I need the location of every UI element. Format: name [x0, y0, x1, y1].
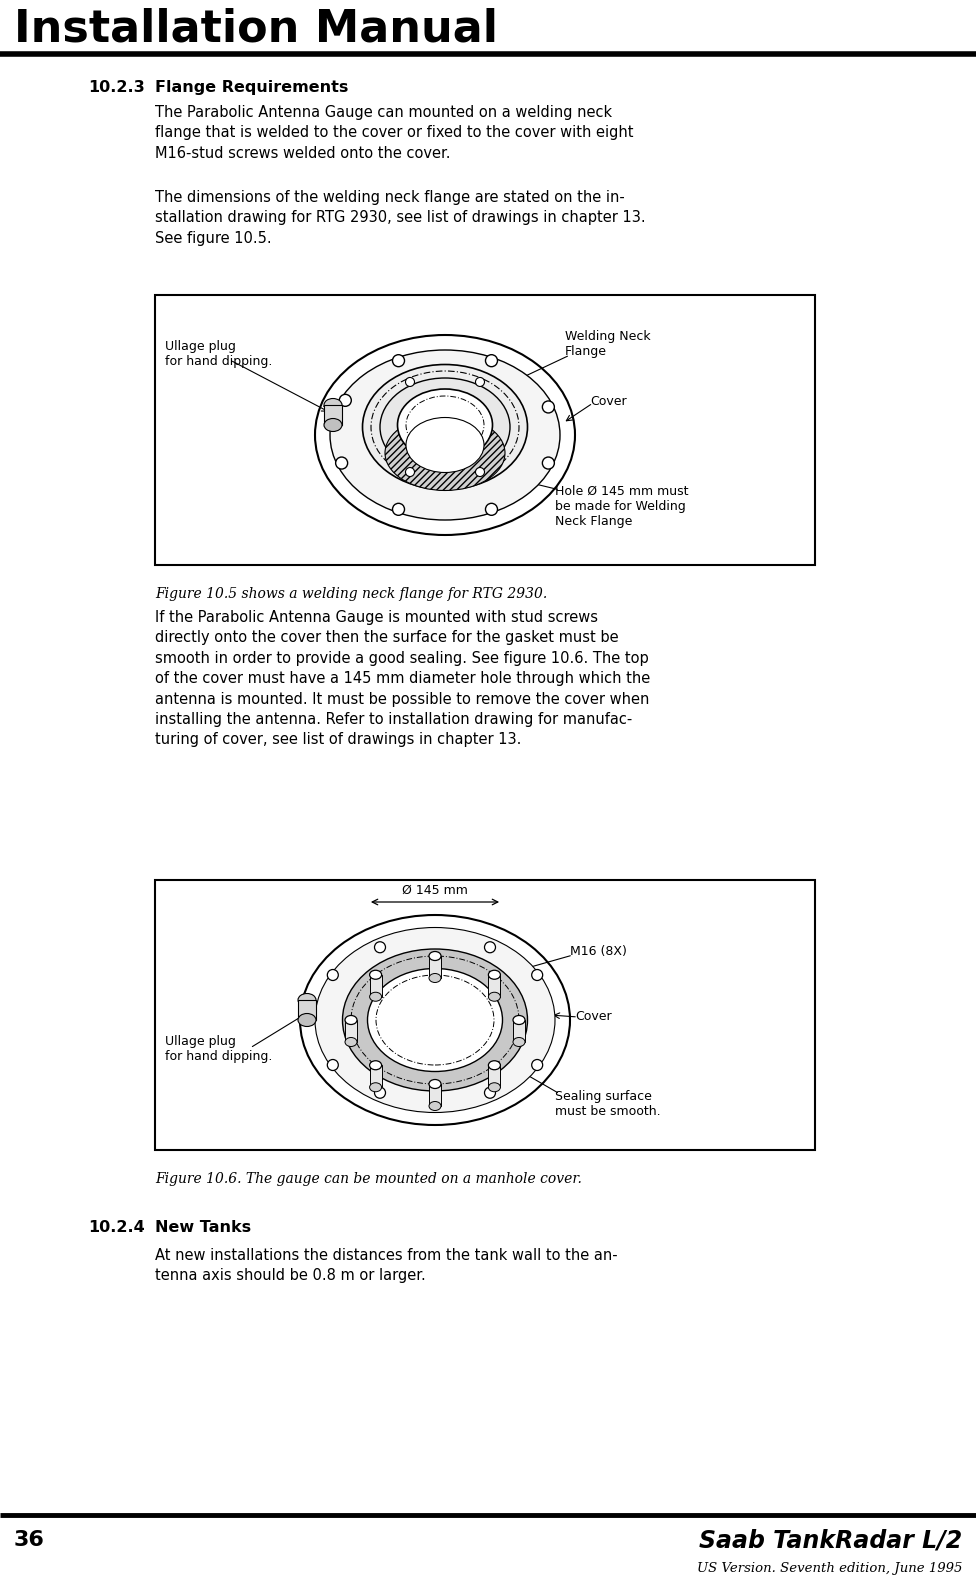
- Text: The dimensions of the welding neck flange are stated on the in-
stallation drawi: The dimensions of the welding neck flang…: [155, 189, 646, 245]
- Bar: [155, 880, 815, 1149]
- Ellipse shape: [345, 1016, 357, 1025]
- Circle shape: [327, 970, 339, 981]
- Text: 10.2.4: 10.2.4: [88, 1219, 144, 1235]
- Bar: [324, 404, 342, 425]
- Ellipse shape: [513, 1016, 525, 1025]
- Circle shape: [484, 1087, 496, 1098]
- Bar: [155, 295, 815, 565]
- Ellipse shape: [343, 949, 527, 1091]
- Circle shape: [392, 355, 404, 366]
- Ellipse shape: [370, 992, 382, 1001]
- Bar: [488, 1065, 501, 1087]
- Ellipse shape: [370, 1083, 382, 1092]
- Circle shape: [484, 942, 496, 952]
- Ellipse shape: [513, 1038, 525, 1046]
- Text: Sealing surface
must be smooth.: Sealing surface must be smooth.: [555, 1091, 661, 1118]
- Ellipse shape: [488, 992, 501, 1001]
- Bar: [345, 1020, 357, 1043]
- Text: 36: 36: [14, 1530, 45, 1551]
- Ellipse shape: [368, 968, 503, 1071]
- Text: Figure 10.5 shows a welding neck flange for RTG 2930.: Figure 10.5 shows a welding neck flange …: [155, 587, 548, 602]
- Text: Cover: Cover: [590, 395, 627, 408]
- Ellipse shape: [315, 928, 555, 1113]
- Circle shape: [475, 377, 484, 387]
- Text: Hole Ø 145 mm must
be made for Welding
Neck Flange: Hole Ø 145 mm must be made for Welding N…: [555, 486, 688, 529]
- Text: New Tanks: New Tanks: [155, 1219, 251, 1235]
- Ellipse shape: [429, 1102, 441, 1111]
- Circle shape: [532, 970, 543, 981]
- Circle shape: [485, 355, 498, 366]
- Text: At new installations the distances from the tank wall to the an-
tenna axis shou: At new installations the distances from …: [155, 1248, 618, 1283]
- Ellipse shape: [324, 419, 342, 431]
- Circle shape: [392, 503, 404, 516]
- Ellipse shape: [406, 417, 484, 473]
- Ellipse shape: [380, 377, 510, 476]
- Bar: [513, 1020, 525, 1043]
- Ellipse shape: [315, 334, 575, 535]
- Circle shape: [336, 457, 347, 470]
- Bar: [488, 974, 501, 997]
- Bar: [370, 974, 382, 997]
- Text: Figure 10.6. The gauge can be mounted on a manhole cover.: Figure 10.6. The gauge can be mounted on…: [155, 1172, 582, 1186]
- Ellipse shape: [330, 350, 560, 521]
- Ellipse shape: [429, 973, 441, 982]
- Ellipse shape: [324, 398, 342, 411]
- Ellipse shape: [370, 970, 382, 979]
- Text: M16 (8X): M16 (8X): [570, 946, 627, 958]
- Text: Ullage plug
for hand dipping.: Ullage plug for hand dipping.: [165, 341, 272, 368]
- Circle shape: [375, 942, 386, 952]
- Circle shape: [543, 401, 554, 412]
- Circle shape: [485, 503, 498, 516]
- Ellipse shape: [488, 1060, 501, 1070]
- Bar: [429, 1084, 441, 1106]
- Ellipse shape: [488, 970, 501, 979]
- Text: Ullage plug
for hand dipping.: Ullage plug for hand dipping.: [165, 1035, 272, 1063]
- Bar: [370, 1065, 382, 1087]
- Circle shape: [532, 1060, 543, 1070]
- Circle shape: [375, 1087, 386, 1098]
- Ellipse shape: [298, 1014, 316, 1027]
- Bar: [298, 1000, 316, 1020]
- Text: Cover: Cover: [575, 1009, 612, 1024]
- Ellipse shape: [385, 416, 505, 490]
- Text: Ø 145 mm: Ø 145 mm: [402, 884, 468, 896]
- Circle shape: [543, 457, 554, 470]
- Circle shape: [340, 395, 351, 406]
- Text: 10.2.3: 10.2.3: [88, 80, 144, 96]
- Circle shape: [327, 1060, 339, 1070]
- Text: Installation Manual: Installation Manual: [14, 8, 498, 51]
- Text: Welding Neck
Flange: Welding Neck Flange: [565, 330, 651, 358]
- Circle shape: [405, 468, 415, 476]
- Ellipse shape: [370, 1060, 382, 1070]
- Ellipse shape: [429, 1079, 441, 1089]
- Text: Flange Requirements: Flange Requirements: [155, 80, 348, 96]
- Text: The Parabolic Antenna Gauge can mounted on a welding neck
flange that is welded : The Parabolic Antenna Gauge can mounted …: [155, 105, 633, 161]
- Bar: [429, 957, 441, 977]
- Text: If the Parabolic Antenna Gauge is mounted with stud screws
directly onto the cov: If the Parabolic Antenna Gauge is mounte…: [155, 610, 650, 747]
- Ellipse shape: [345, 1038, 357, 1046]
- Ellipse shape: [300, 915, 570, 1126]
- Text: US Version. Seventh edition, June 1995: US Version. Seventh edition, June 1995: [697, 1562, 962, 1574]
- Circle shape: [405, 377, 415, 387]
- Ellipse shape: [362, 365, 527, 489]
- Ellipse shape: [298, 993, 316, 1006]
- Text: Saab TankRadar L/2: Saab TankRadar L/2: [699, 1528, 962, 1552]
- Ellipse shape: [429, 952, 441, 960]
- Ellipse shape: [397, 388, 493, 462]
- Circle shape: [475, 468, 484, 476]
- Ellipse shape: [488, 1083, 501, 1092]
